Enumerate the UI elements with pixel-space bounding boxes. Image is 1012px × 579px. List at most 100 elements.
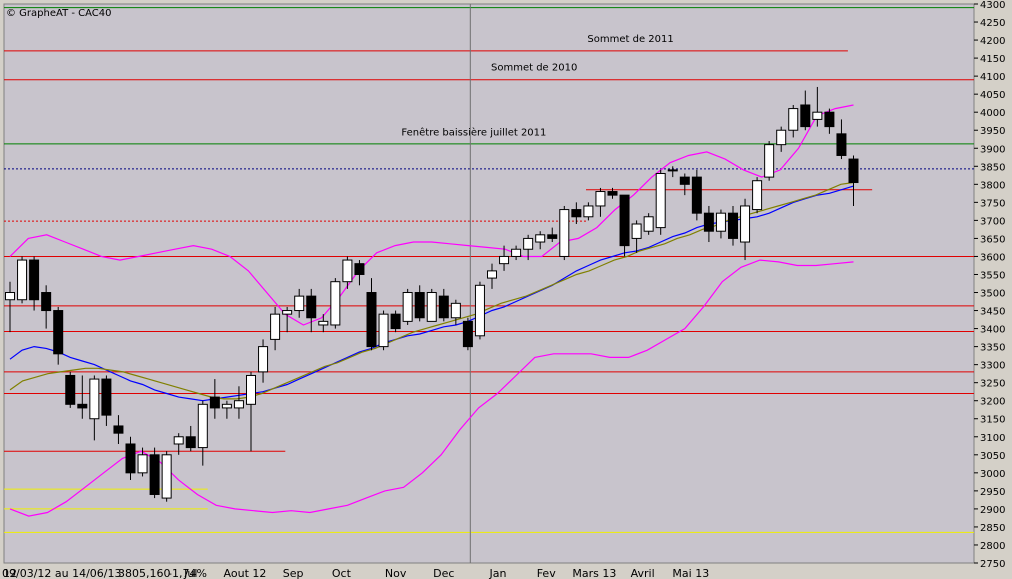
candle-59 [715, 209, 726, 239]
y-tick-label: 4100 [980, 72, 1005, 83]
candle-body [29, 259, 40, 301]
candle-6 [77, 375, 88, 419]
annotation-1: Sommet de 2010 [491, 63, 577, 74]
candle-body [740, 205, 751, 243]
candle-body [728, 212, 738, 239]
y-tick-label: 4250 [980, 18, 1005, 29]
candle-body [438, 295, 449, 319]
candle-body [715, 212, 726, 232]
candle-body [221, 403, 232, 409]
candle-23 [282, 306, 293, 333]
y-tick-label: 3050 [980, 451, 1005, 462]
x-tick-label: Dec [433, 567, 454, 579]
candle-35 [426, 288, 437, 322]
candle-21 [258, 339, 269, 383]
y-tick-label: 3200 [980, 397, 1005, 408]
candle-body [354, 263, 365, 275]
candle-body [41, 292, 52, 312]
candle-body [17, 259, 28, 301]
candle-51 [619, 194, 630, 257]
y-tick-label: 3950 [980, 126, 1005, 137]
plot-area[interactable] [3, 3, 975, 564]
candle-4 [53, 306, 64, 365]
candle-52 [631, 220, 642, 253]
candle-body [330, 281, 341, 326]
candle-body [258, 346, 269, 373]
candle-body [125, 443, 136, 474]
candle-42 [511, 245, 522, 261]
candle-1 [17, 256, 28, 304]
candle-body [137, 454, 148, 474]
candle-body [511, 248, 522, 257]
candle-body [764, 144, 775, 178]
candle-70 [848, 155, 859, 206]
x-tick-label: Fev [537, 567, 556, 579]
x-axis: 12 Jul Aout 12 Sep Oct Nov Dec Jan Fev Mars 13 Avr… [3, 567, 709, 579]
candle-27 [330, 278, 341, 329]
footer-last: 3805,160 [118, 567, 171, 579]
y-tick-label: 3800 [980, 180, 1005, 191]
candle-body [631, 223, 642, 239]
candle-body [149, 454, 160, 495]
candle-body [499, 255, 510, 265]
candle-61 [740, 198, 751, 261]
y-axis: 4300 4250 4200 4150 4100 4050 4000 3950 3900 3850… [974, 0, 1005, 570]
candles [5, 86, 859, 502]
candle-body [53, 310, 64, 355]
candle-body [197, 403, 208, 449]
candle-body [270, 313, 281, 340]
candle-39 [474, 281, 485, 340]
candle-44 [535, 231, 546, 250]
y-tick-label: 2850 [980, 523, 1005, 534]
candle-43 [523, 234, 534, 261]
candle-29 [354, 260, 365, 286]
candle-48 [583, 202, 594, 221]
chart-title: © GrapheAT - CAC40 [6, 8, 112, 19]
x-tick-label: Nov [385, 567, 407, 579]
candle-63 [764, 141, 775, 181]
candle-5 [65, 371, 76, 408]
candle-7 [89, 375, 100, 441]
candle-body [378, 313, 389, 348]
candle-body [679, 176, 690, 185]
candle-30 [366, 278, 377, 351]
y-tick-label: 2750 [980, 559, 1005, 570]
candle-19 [233, 386, 244, 419]
candle-body [101, 378, 112, 416]
x-tick-label: 12 [3, 567, 17, 579]
y-tick-label: 4150 [980, 54, 1005, 65]
y-tick-label: 3350 [980, 343, 1005, 354]
candle-54 [655, 169, 666, 235]
candle-body [185, 436, 196, 449]
candle-12 [149, 447, 160, 499]
candle-body [89, 378, 100, 420]
candle-40 [487, 263, 497, 289]
y-tick-label: 2950 [980, 487, 1005, 498]
candle-body [5, 292, 15, 301]
candle-body [113, 425, 124, 434]
candle-body [209, 396, 220, 409]
candle-body [65, 374, 76, 405]
candle-15 [185, 425, 196, 452]
candle-body [547, 234, 558, 239]
candle-57 [691, 169, 702, 221]
candle-body [487, 270, 497, 279]
candle-body [595, 191, 606, 207]
candle-body [824, 111, 835, 128]
candle-11 [137, 447, 148, 477]
candle-body [583, 205, 594, 218]
candle-body [812, 111, 823, 120]
candle-16 [197, 400, 208, 466]
candle-34 [414, 285, 425, 322]
x-tick-label: Aout 12 [224, 567, 267, 579]
y-tick-label: 3700 [980, 216, 1005, 227]
y-tick-label: 3450 [980, 307, 1005, 318]
candle-33 [402, 288, 413, 325]
candle-body [643, 216, 654, 232]
candle-body [366, 292, 377, 348]
candle-body [426, 292, 437, 322]
candle-32 [390, 310, 401, 333]
x-tick-label: Avril [631, 567, 655, 579]
annotation-2: Fenêtre baissière juillet 2011 [401, 127, 546, 139]
candle-68 [824, 108, 835, 134]
